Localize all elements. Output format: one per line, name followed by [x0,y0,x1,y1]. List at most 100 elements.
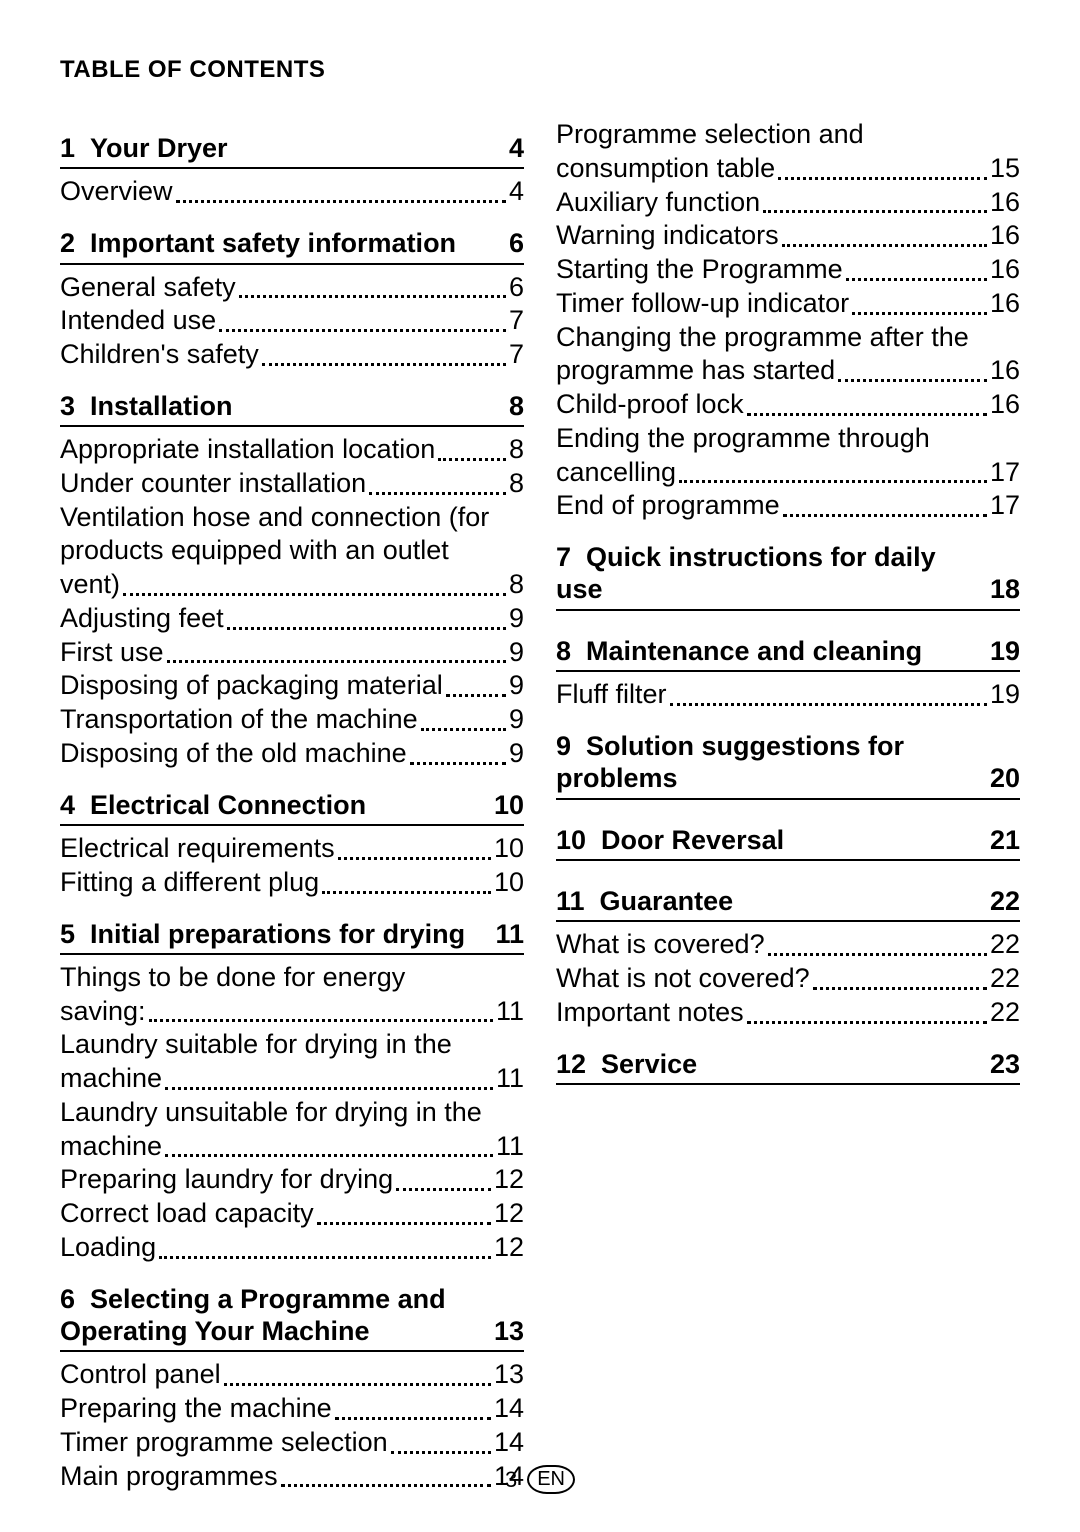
toc-entry-page: 12 [494,1163,524,1197]
dot-leader [778,177,987,180]
toc-entry: Things to be done for energysaving:11 [60,961,524,1029]
toc-entry-text: Timer programme selection [60,1426,388,1460]
toc-entry-page: 16 [990,388,1020,422]
toc-entry-text: What is covered? [556,928,765,962]
toc-entry-page: 9 [509,703,524,737]
toc-entry-text: Preparing laundry for drying [60,1163,393,1197]
toc-entry: Under counter installation 8 [60,467,524,501]
dot-leader [410,762,506,765]
toc-section-title: 3 Installation [60,390,501,422]
toc-entry-text: consumption table [556,152,775,186]
toc-section-heading: 3 Installation8 [60,390,524,427]
toc-section-page: 4 [509,132,524,164]
toc-entry-page: 8 [509,467,524,501]
toc-entry-text: Children's safety [60,338,259,372]
toc-entry-text: Starting the Programme [556,253,843,287]
dot-leader [670,703,987,706]
toc-entry: Disposing of the old machine9 [60,737,524,771]
dot-leader [322,891,491,894]
toc-entry: Transportation of the machine 9 [60,703,524,737]
toc-entry: Fitting a different plug10 [60,866,524,900]
toc-entry-text: Preparing the machine [60,1392,332,1426]
toc-entry: Changing the programme after theprogramm… [556,321,1020,389]
toc-entry-page: 4 [509,175,524,209]
toc-entry-text: Transportation of the machine [60,703,418,737]
toc-entry-text: Laundry unsuitable for drying in the [60,1096,524,1130]
toc-section-heading: 5 Initial preparations for drying11 [60,918,524,955]
toc-entry-page: 22 [990,928,1020,962]
toc-section-heading: 1 Your Dryer4 [60,132,524,169]
toc-section-heading: 8 Maintenance and cleaning19 [556,635,1020,672]
toc-entry-text: Under counter installation [60,467,366,501]
toc-section-page: 13 [494,1315,524,1347]
dot-leader [846,278,987,281]
dot-leader [747,413,987,416]
toc-entry-page: 11 [496,1062,524,1096]
toc-entry-text: Auxiliary function [556,186,760,220]
dot-leader [396,1188,491,1191]
toc-entry-page: 9 [509,602,524,636]
toc-entry-page: 16 [990,253,1020,287]
toc-entry-page: 12 [494,1231,524,1265]
page-footer: 3 EN [0,1465,1080,1494]
toc-entry-text: vent) [60,568,120,602]
toc-entry: Laundry unsuitable for drying in themach… [60,1096,524,1164]
toc-entry-page: 16 [990,186,1020,220]
toc-entry: Adjusting feet9 [60,602,524,636]
toc-entry-page: 7 [509,338,524,372]
dot-leader [783,514,987,517]
toc-entry-text: Important notes [556,996,744,1030]
toc-entry-page: 13 [494,1358,524,1392]
toc-entry: What is not covered?22 [556,962,1020,996]
toc-entry-text: General safety [60,271,236,305]
toc-entry-text: saving: [60,995,146,1029]
toc-section-title: 8 Maintenance and cleaning [556,635,982,667]
toc-entry-page: 10 [494,866,524,900]
toc-entry-text: Fluff filter [556,678,667,712]
toc-entry-page: 22 [990,996,1020,1030]
toc-entry-text: Intended use [60,304,216,338]
toc-entry: Fluff filter 19 [556,678,1020,712]
toc-entry: Disposing of packaging material9 [60,669,524,703]
dot-leader [421,728,506,731]
toc-section-title: 6 Selecting a Programme and Operating Yo… [60,1283,486,1348]
toc-section-heading: 12 Service23 [556,1048,1020,1085]
toc-entry: Electrical requirements10 [60,832,524,866]
dot-leader [224,1383,491,1386]
toc-entry-page: 15 [990,152,1020,186]
toc-entry: Timer programme selection14 [60,1426,524,1460]
toc-entry-text: Programme selection and [556,118,1020,152]
toc-entry-page: 14 [494,1392,524,1426]
toc-section-heading: 6 Selecting a Programme and Operating Yo… [60,1283,524,1353]
toc-entry-text: Laundry suitable for drying in the [60,1028,524,1062]
toc-entry-text: Correct load capacity [60,1197,314,1231]
dot-leader [317,1222,491,1225]
toc-section-title: 11 Guarantee [556,885,982,917]
toc-entry: Timer follow-up indicator16 [556,287,1020,321]
toc-section-page: 22 [990,885,1020,917]
toc-entry-page: 17 [990,456,1020,490]
dot-leader [176,200,506,203]
toc-entry-text: Timer follow-up indicator [556,287,849,321]
toc-entry: Auxiliary function 16 [556,186,1020,220]
toc-entry-page: 19 [990,678,1020,712]
toc-entry-text: Electrical requirements [60,832,335,866]
toc-entry-page: 6 [509,271,524,305]
toc-section-page: 23 [990,1048,1020,1080]
toc-entry: Ventilation hose and connection (for pro… [60,501,524,602]
toc-section-page: 21 [990,824,1020,856]
toc-entry: Loading12 [60,1231,524,1265]
page-number: 3 [505,1467,517,1493]
toc-section-title: 9 Solution suggestions for problems [556,730,982,795]
toc-section-heading: 10 Door Reversal21 [556,824,1020,861]
toc-entry-page: 8 [509,568,524,602]
dot-leader [262,363,506,366]
toc-entry-page: 9 [509,636,524,670]
toc-entry-text: Child-proof lock [556,388,744,422]
toc-entry-text: End of programme [556,489,780,523]
dot-leader [219,329,506,332]
dot-leader [852,312,987,315]
toc-entry-text: Appropriate installation location [60,433,435,467]
toc-entry-text: Overview [60,175,173,209]
toc-entry-text: Things to be done for energy [60,961,524,995]
